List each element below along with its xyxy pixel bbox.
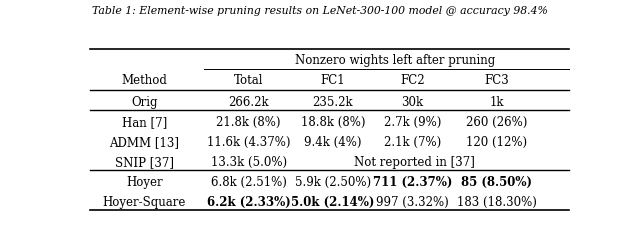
Text: 11.6k (4.37%): 11.6k (4.37%) [207,135,291,148]
Text: Table 1: Element-wise pruning results on LeNet-300-100 model @ accuracy 98.4%: Table 1: Element-wise pruning results on… [92,6,548,16]
Text: SNIP [37]: SNIP [37] [115,155,174,168]
Text: 2.7k (9%): 2.7k (9%) [383,115,441,128]
Text: Total: Total [234,74,264,87]
Text: 6.8k (2.51%): 6.8k (2.51%) [211,175,287,188]
Text: Method: Method [122,74,168,87]
Text: Hoyer: Hoyer [126,175,163,188]
Text: 711 (2.37%): 711 (2.37%) [372,175,452,188]
Text: 13.3k (5.0%): 13.3k (5.0%) [211,155,287,168]
Text: 21.8k (8%): 21.8k (8%) [216,115,281,128]
Text: 18.8k (8%): 18.8k (8%) [301,115,365,128]
Text: FC1: FC1 [321,74,345,87]
Text: FC3: FC3 [484,74,509,87]
Text: Han [7]: Han [7] [122,115,167,128]
Text: Nonzero wights left after pruning: Nonzero wights left after pruning [295,53,495,66]
Text: 6.2k (2.33%): 6.2k (2.33%) [207,195,291,208]
Text: Hoyer-Square: Hoyer-Square [103,195,186,208]
Text: 235.2k: 235.2k [313,95,353,108]
Text: 120 (12%): 120 (12%) [466,135,527,148]
Text: 30k: 30k [401,95,424,108]
Text: 1k: 1k [490,95,504,108]
Text: 260 (26%): 260 (26%) [466,115,527,128]
Text: ADMM [13]: ADMM [13] [109,135,179,148]
Text: 5.9k (2.50%): 5.9k (2.50%) [295,175,371,188]
Text: 2.1k (7%): 2.1k (7%) [384,135,441,148]
Text: Orig: Orig [131,95,157,108]
Text: 9.4k (4%): 9.4k (4%) [304,135,362,148]
Text: 266.2k: 266.2k [228,95,269,108]
Text: 997 (3.32%): 997 (3.32%) [376,195,449,208]
Text: Not reported in [37]: Not reported in [37] [353,155,474,168]
Text: FC2: FC2 [400,74,424,87]
Text: 85 (8.50%): 85 (8.50%) [461,175,532,188]
Text: 5.0k (2.14%): 5.0k (2.14%) [291,195,374,208]
Text: 183 (18.30%): 183 (18.30%) [457,195,536,208]
